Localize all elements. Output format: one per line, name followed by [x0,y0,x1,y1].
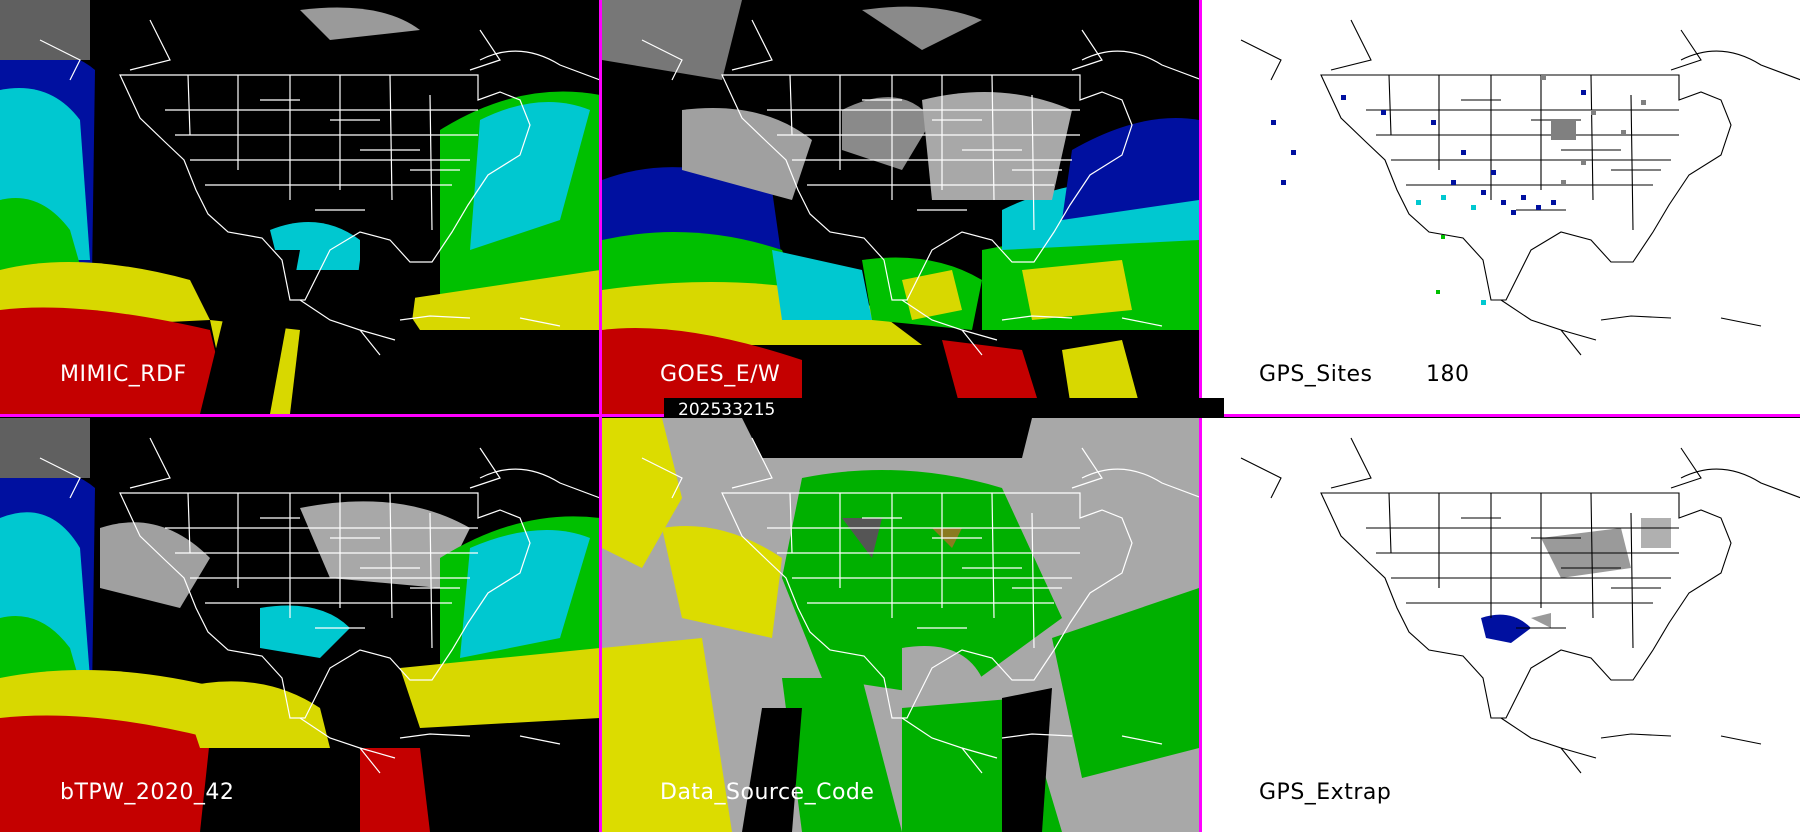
panel-data-source: Data_Source_Code [602,418,1199,832]
panel-label: MIMIC_RDF [60,362,187,387]
panel-label: bTPW_2020_42 [60,780,235,805]
panel-btpw: bTPW_2020_42 [0,418,600,832]
panel-label: Data_Source_Code [660,780,875,805]
panel-label: GOES_E/W [660,362,781,387]
btpw-map [0,418,600,832]
panel-label: GPS_Sites [1259,362,1373,387]
timestamp-text: 202533215 [678,400,776,420]
panel-goes: GOES_E/W [602,0,1199,414]
data-source-map [602,418,1199,832]
mimic-map [0,0,600,414]
goes-map [602,0,1199,414]
panel-label: GPS_Extrap [1259,780,1392,805]
panel-mimic-rdf: MIMIC_RDF [0,0,600,414]
gps-extrap-map [1201,418,1800,832]
gps-site-count: 180 [1426,362,1470,387]
gps-sites-map [1201,0,1800,414]
panel-gps-sites: GPS_Sites 180 [1201,0,1800,414]
timestamp-bar: 202533215 [664,398,1224,420]
panel-gps-extrap: GPS_Extrap [1201,418,1800,832]
gps-site-markers [1271,90,1586,215]
